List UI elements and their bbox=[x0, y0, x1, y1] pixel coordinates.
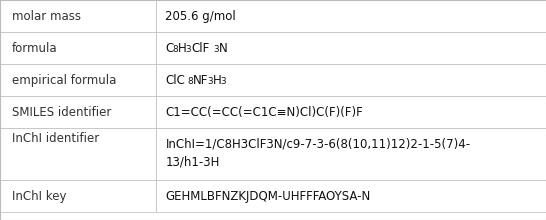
Bar bbox=[0, 128, 156, 180]
Bar bbox=[156, 64, 546, 96]
Bar bbox=[0, 0, 156, 32]
Text: 205.6 g/mol: 205.6 g/mol bbox=[165, 9, 236, 22]
Text: 3: 3 bbox=[207, 77, 213, 86]
Text: molar mass: molar mass bbox=[12, 9, 81, 22]
Bar bbox=[156, 0, 546, 32]
Bar bbox=[0, 180, 156, 212]
Text: 13/h1-3H: 13/h1-3H bbox=[165, 155, 220, 168]
Bar bbox=[156, 32, 546, 64]
Text: empirical formula: empirical formula bbox=[12, 73, 116, 86]
Text: N: N bbox=[218, 42, 227, 55]
Bar bbox=[156, 96, 546, 128]
Text: InChI key: InChI key bbox=[12, 189, 67, 202]
Text: GEHMLBFNZKJDQM-UHFFFAOYSA-N: GEHMLBFNZKJDQM-UHFFFAOYSA-N bbox=[165, 189, 371, 202]
Text: ClF: ClF bbox=[191, 42, 209, 55]
Bar bbox=[156, 128, 546, 180]
Text: C: C bbox=[165, 42, 174, 55]
Bar bbox=[156, 180, 546, 212]
Text: InChI identifier: InChI identifier bbox=[12, 132, 99, 145]
Bar bbox=[0, 32, 156, 64]
Text: H: H bbox=[178, 42, 187, 55]
Text: ClC: ClC bbox=[165, 73, 185, 86]
Text: C1=CC(=CC(=C1C≡N)Cl)C(F)(F)F: C1=CC(=CC(=C1C≡N)Cl)C(F)(F)F bbox=[165, 106, 363, 119]
Text: 3: 3 bbox=[213, 45, 218, 54]
Text: NF: NF bbox=[193, 73, 208, 86]
Text: formula: formula bbox=[12, 42, 58, 55]
Text: InChI=1/C8H3ClF3N/c9-7-3-6(8(10,11)12)2-1-5(7)4-: InChI=1/C8H3ClF3N/c9-7-3-6(8(10,11)12)2-… bbox=[165, 137, 471, 150]
Bar bbox=[0, 64, 156, 96]
Text: 3: 3 bbox=[221, 77, 226, 86]
Bar bbox=[0, 96, 156, 128]
Text: 8: 8 bbox=[187, 77, 193, 86]
Text: 8: 8 bbox=[173, 45, 179, 54]
Text: SMILES identifier: SMILES identifier bbox=[12, 106, 111, 119]
Text: H: H bbox=[213, 73, 222, 86]
Text: 3: 3 bbox=[186, 45, 191, 54]
